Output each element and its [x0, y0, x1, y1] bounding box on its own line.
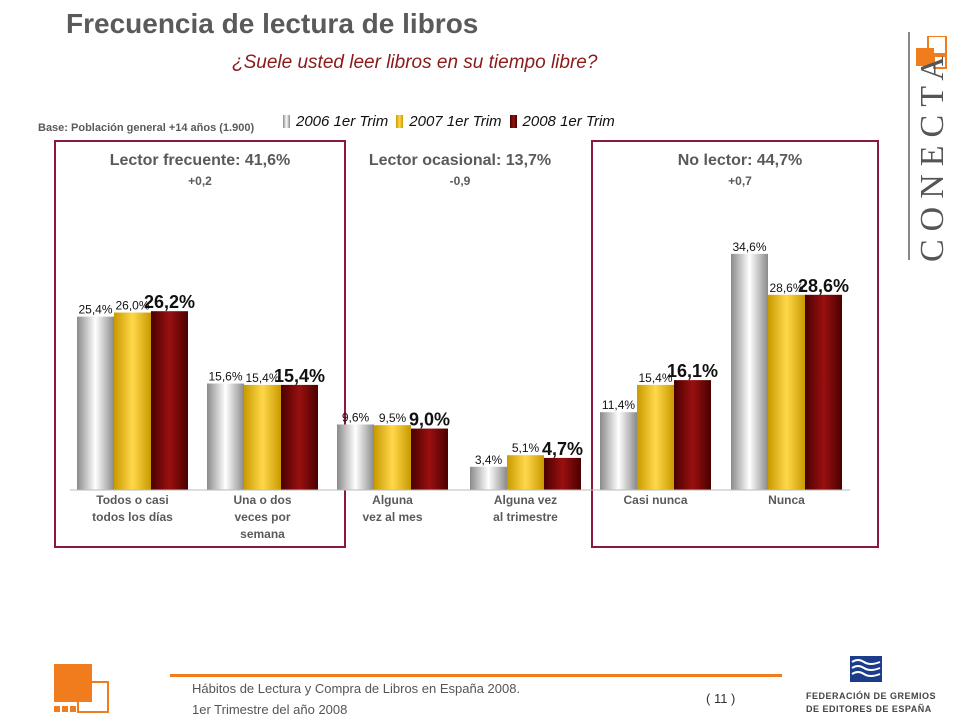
bar-0-2	[151, 311, 188, 490]
data-label-0-0: 25,4%	[78, 303, 112, 317]
bar-0-0	[77, 316, 114, 490]
federation-line-1: FEDERACIÓN DE GREMIOS	[806, 691, 937, 701]
bar-5-2	[805, 294, 842, 490]
data-label-1-2: 15,4%	[274, 366, 325, 386]
data-label-5-0: 34,6%	[732, 240, 766, 254]
data-label-5-1: 28,6%	[769, 281, 803, 295]
footer-line-1: Hábitos de Lectura y Compra de Libros en…	[192, 681, 521, 696]
bar-4-2	[674, 380, 711, 490]
data-label-0-2: 26,2%	[144, 292, 195, 312]
data-label-0-1: 26,0%	[115, 299, 149, 313]
category-label-5: Nunca	[768, 493, 805, 507]
legend-item-2008: 2008 1er Trim	[509, 113, 615, 130]
page-title: Frecuencia de lectura de libros	[66, 8, 479, 39]
legend-label-2008: 2008 1er Trim	[522, 113, 615, 130]
data-label-2-2: 9,0%	[409, 410, 450, 430]
group-name-nonreader: No lector: 44,7%	[677, 152, 803, 169]
base-note: Base: Población general +14 años (1.900)	[38, 122, 255, 134]
group-head-occasional: Lector ocasional: 13,7% -0,9	[340, 152, 580, 188]
bar-5-0	[731, 253, 768, 490]
footer-line-2: 1er Trimestre del año 2008	[192, 702, 348, 717]
federation-name: FEDERACIÓN DE GREMIOS DE EDITORES DE ESP…	[806, 690, 936, 716]
group-delta-occasional: -0,9	[449, 174, 471, 188]
data-label-3-0: 3,4%	[475, 453, 503, 467]
group-name-frequent: Lector frecuente: 41,6%	[109, 152, 291, 169]
conecta-wordmark: CONECTA	[914, 48, 951, 262]
chart-legend: 2006 1er Trim 2007 1er Trim 2008 1er Tri…	[283, 113, 623, 130]
federation-line-2: DE EDITORES DE ESPAÑA	[806, 704, 932, 714]
bar-5-1	[768, 294, 805, 490]
bar-4-1	[637, 384, 674, 490]
data-label-5-2: 28,6%	[798, 276, 849, 296]
footer-divider	[170, 674, 782, 677]
data-label-2-1: 9,5%	[379, 411, 407, 425]
legend-item-2006: 2006 1er Trim	[283, 113, 388, 130]
page-number: ( 11 )	[706, 691, 736, 706]
category-label-3: Alguna vez al trimestre	[493, 493, 558, 524]
legend-label-2007: 2007 1er Trim	[409, 113, 502, 130]
group-head-nonreader: No lector: 44,7% +0,7	[600, 152, 880, 188]
legend-swatch-2008	[509, 115, 517, 128]
bar-2-1	[374, 425, 411, 490]
data-label-4-2: 16,1%	[667, 361, 718, 381]
non-reader-box	[591, 140, 879, 548]
legend-item-2007: 2007 1er Trim	[396, 113, 502, 130]
data-label-1-1: 15,4%	[245, 371, 279, 385]
legend-label-2006: 2006 1er Trim	[296, 113, 389, 130]
bar-1-1	[244, 384, 281, 490]
bar-3-2	[544, 457, 581, 490]
bar-2-2	[411, 428, 448, 490]
group-delta-nonreader: +0,7	[728, 174, 752, 188]
footer-source: Hábitos de Lectura y Compra de Libros en…	[192, 678, 520, 720]
bar-4-0	[600, 412, 637, 490]
survey-question: ¿Suele usted leer libros en su tiempo li…	[232, 52, 598, 73]
data-label-1-0: 15,6%	[208, 370, 242, 384]
data-label-4-1: 15,4%	[638, 371, 672, 385]
conecta-footer-logo-icon	[54, 664, 109, 713]
category-label-2: Alguna vez al mes	[362, 493, 422, 524]
data-label-3-1: 5,1%	[512, 441, 540, 455]
category-label-0: Todos o casi todos los días	[92, 493, 173, 524]
category-label-4: Casi nunca	[623, 493, 687, 507]
data-label-4-0: 11,4%	[602, 398, 635, 412]
group-head-frequent: Lector frecuente: 41,6% +0,2	[54, 152, 346, 188]
bar-1-2	[281, 384, 318, 490]
frequent-reader-box	[54, 140, 346, 548]
group-name-occasional: Lector ocasional: 13,7%	[368, 152, 552, 169]
data-label-2-0: 9,6%	[342, 410, 370, 424]
federation-logo-icon	[850, 656, 882, 682]
bar-3-0	[470, 466, 507, 490]
bar-0-1	[114, 312, 151, 490]
bar-2-0	[337, 424, 374, 490]
bar-1-0	[207, 383, 244, 490]
category-label-1: Una o dos veces por semana	[233, 493, 291, 541]
group-delta-frequent: +0,2	[188, 174, 212, 188]
legend-swatch-2006	[283, 115, 290, 128]
legend-swatch-2007	[396, 115, 404, 128]
data-label-3-2: 4,7%	[542, 439, 583, 459]
brand-divider	[908, 32, 910, 260]
conecta-logo-icon	[916, 36, 947, 69]
bar-3-1	[507, 455, 544, 490]
